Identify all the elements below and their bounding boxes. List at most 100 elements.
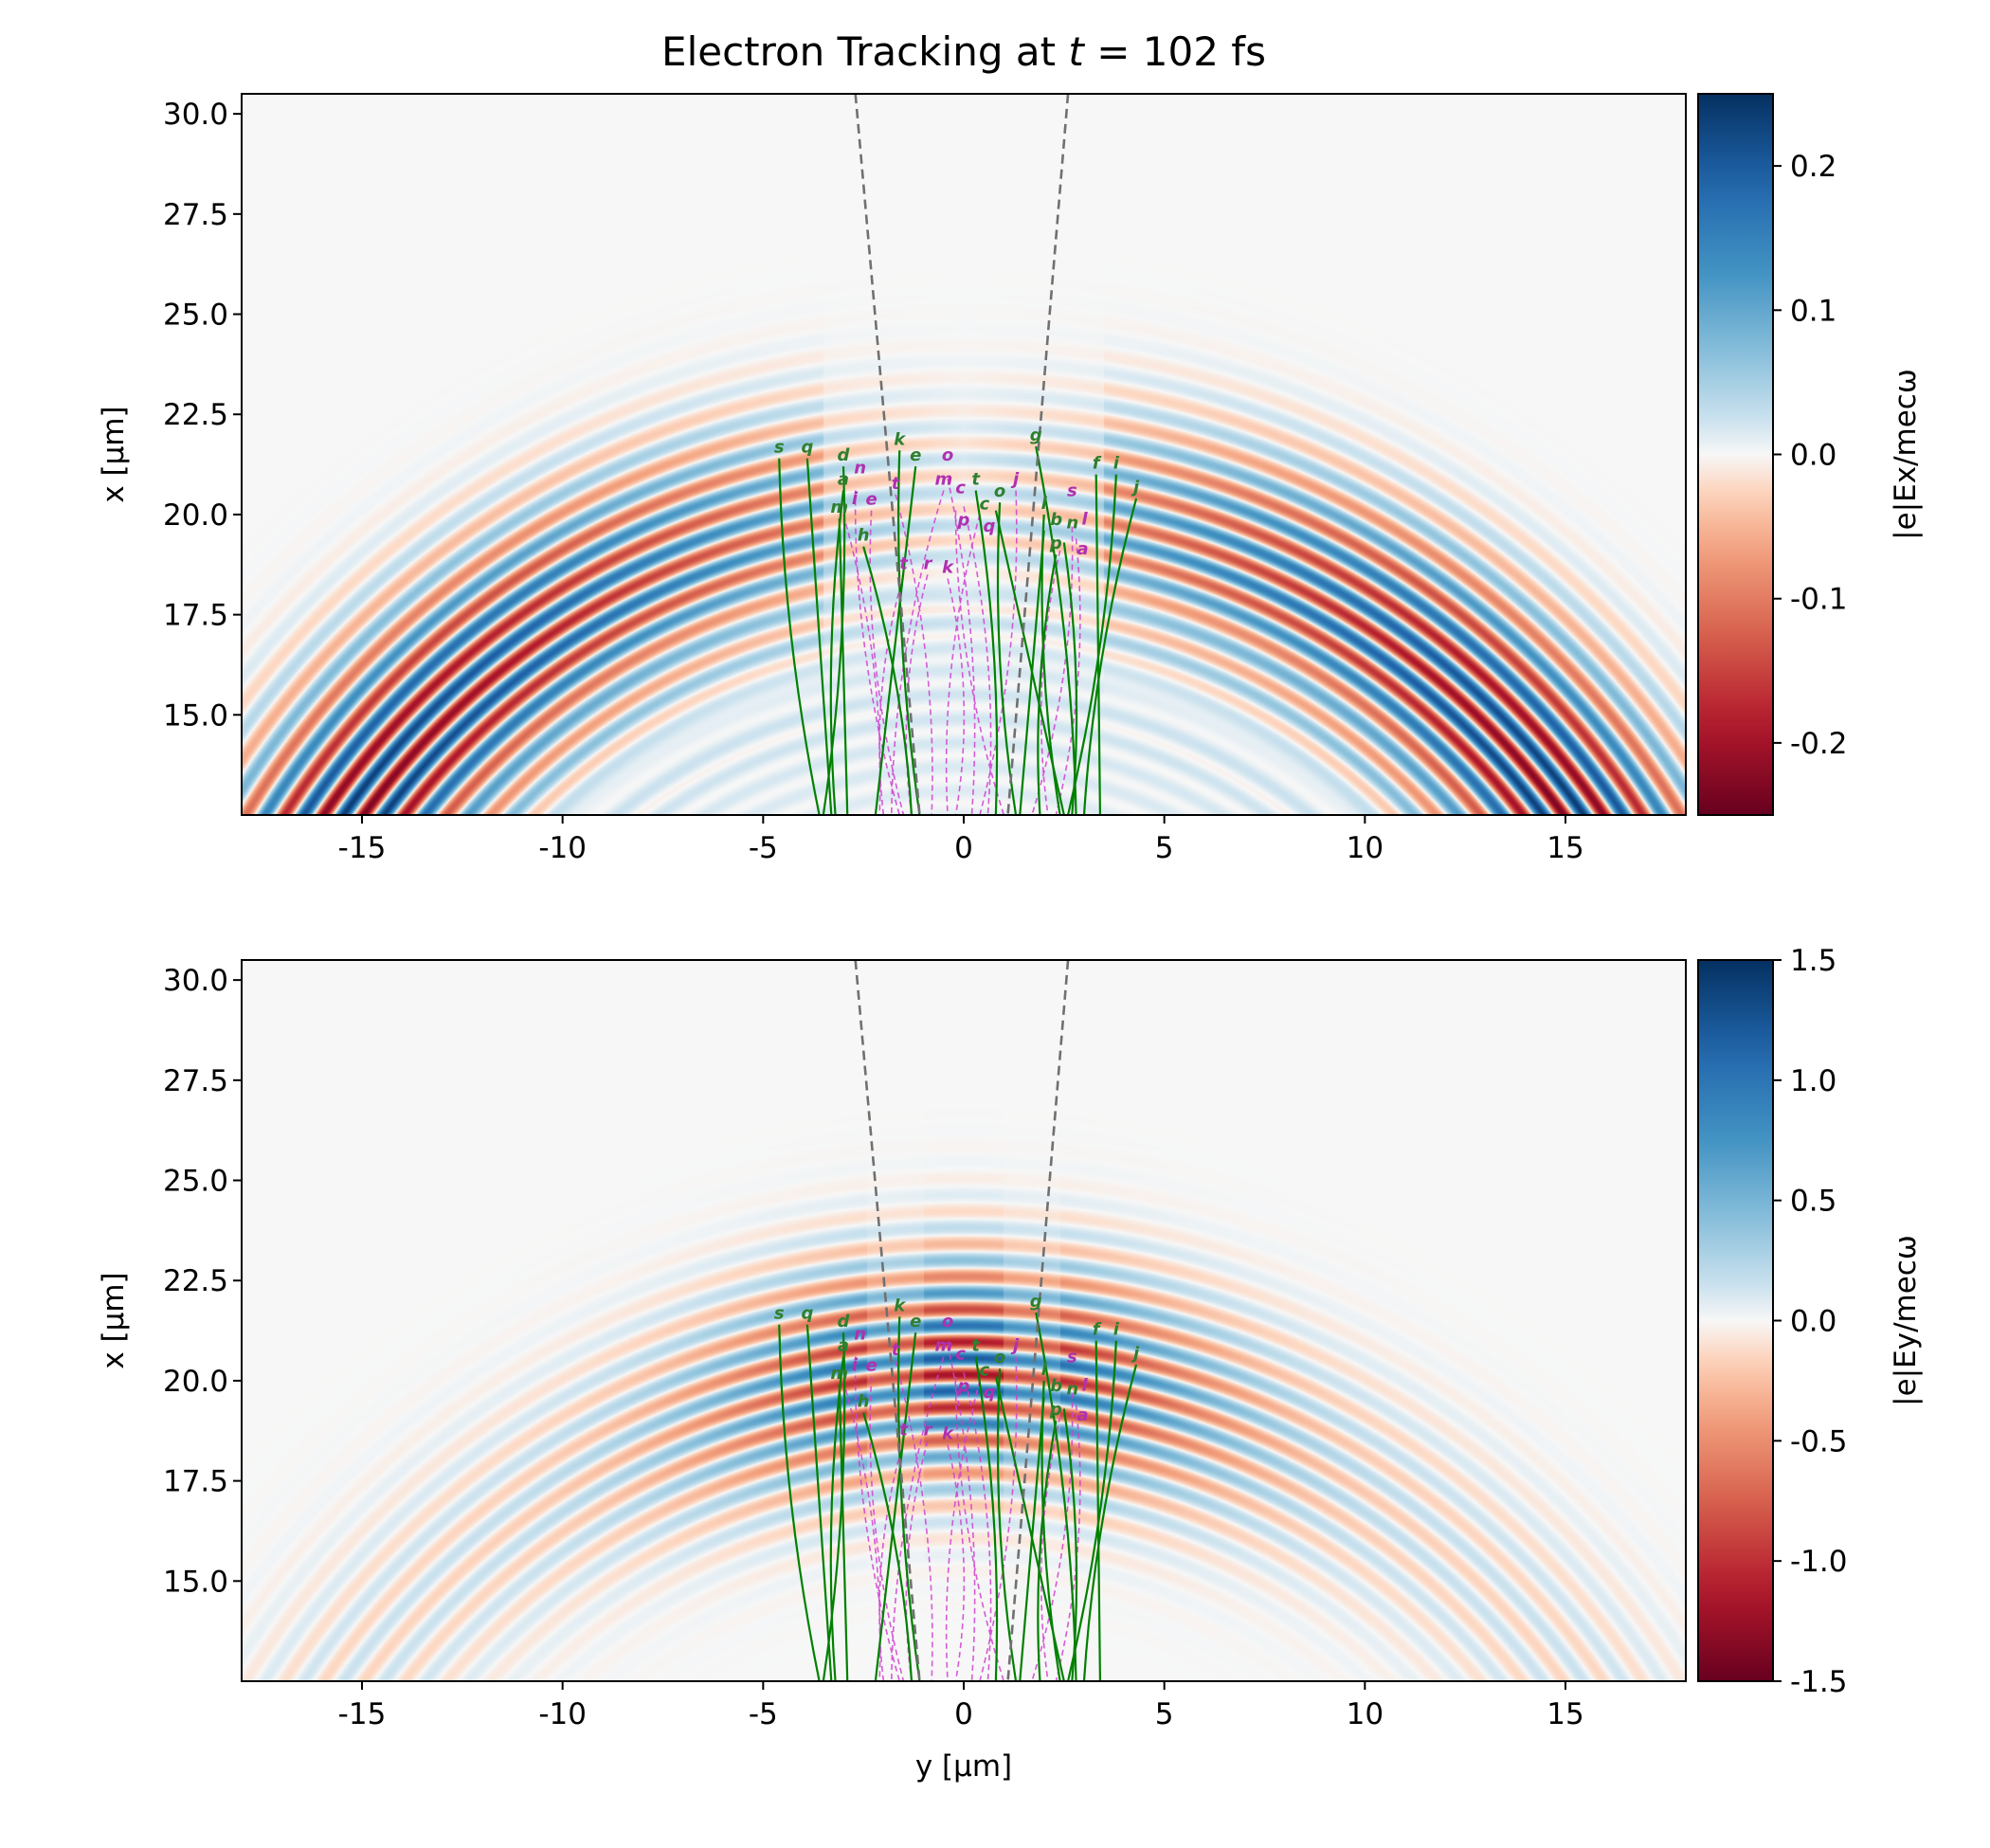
green-track-label: m — [830, 1364, 848, 1384]
green-trajectory — [862, 1412, 914, 1681]
green-trajectory — [805, 458, 833, 815]
green-trajectory — [996, 1368, 1018, 1681]
green-track-label: n — [1066, 514, 1078, 534]
y-tick-label: 30.0 — [163, 964, 228, 998]
x-tick-label: -5 — [749, 831, 778, 865]
green-track-label: s — [774, 1304, 785, 1324]
green-track-label: g — [1030, 1292, 1042, 1312]
green-track-label: e — [910, 445, 921, 465]
green-track-label: q — [801, 438, 813, 458]
colorbar-tick-label: -0.1 — [1790, 583, 1848, 617]
magenta-track-label: o — [942, 1312, 953, 1332]
green-track-label: d — [838, 445, 851, 465]
colorbar-label: |e|Ey/mecω — [1889, 1235, 1923, 1406]
green-track-label: g — [1030, 426, 1042, 445]
magenta-track-label: e — [866, 1356, 877, 1376]
green-track-label: h — [858, 1392, 870, 1412]
green-track-label: n — [1066, 1380, 1078, 1400]
magenta-track-label: j — [1010, 470, 1020, 490]
green-track-label: s — [774, 438, 785, 458]
green-track-label: p — [1049, 1400, 1062, 1420]
green-trajectory — [1019, 1396, 1045, 1681]
colorbar-tick-label: 0.0 — [1790, 439, 1836, 473]
green-track-label: p — [1049, 534, 1062, 553]
magenta-trajectory — [869, 1376, 905, 1681]
magenta-trajectory — [842, 1380, 881, 1681]
magenta-trajectory — [869, 510, 905, 815]
green-trajectory — [874, 466, 917, 815]
green-trajectory — [1037, 1420, 1058, 1681]
x-tick-label: 15 — [1547, 1697, 1583, 1731]
green-track-label: j — [1131, 1344, 1140, 1364]
green-trajectory — [1037, 553, 1058, 815]
title-variable: t — [1068, 28, 1084, 75]
magenta-track-label: a — [1077, 539, 1089, 559]
magenta-track-label: r — [923, 553, 932, 573]
magenta-trajectory — [891, 490, 945, 815]
magenta-trajectory — [947, 578, 966, 815]
green-track-label: o — [994, 1348, 1005, 1368]
y-tick-label: 15.0 — [163, 1565, 228, 1599]
magenta-track-label: l — [1081, 1375, 1088, 1395]
green-track-label: e — [910, 1312, 921, 1332]
x-tick-label: -10 — [538, 1697, 587, 1731]
magenta-track-label: t — [899, 1420, 909, 1440]
green-track-label: k — [894, 1295, 906, 1315]
y-axis-label: x [µm] — [97, 406, 131, 502]
y-tick-label: 15.0 — [163, 698, 228, 733]
green-track-label: f — [1093, 1320, 1102, 1340]
green-track-label: m — [830, 498, 848, 517]
green-trajectory — [805, 1324, 833, 1681]
green-track-label: d — [838, 1312, 851, 1332]
green-track-label: a — [838, 470, 849, 490]
colorbar-tick-label: 0.0 — [1790, 1305, 1836, 1339]
x-tick-label: -5 — [749, 1697, 778, 1731]
magenta-trajectory — [895, 494, 933, 815]
magenta-track-label: c — [955, 1345, 966, 1365]
magenta-track-label: j — [1010, 1336, 1020, 1356]
green-track-label: b — [1050, 1376, 1062, 1396]
y-tick-label: 25.0 — [163, 1165, 228, 1199]
green-track-label: c — [980, 1361, 990, 1381]
magenta-trajectory — [891, 1356, 945, 1681]
green-track-label: f — [1093, 454, 1102, 474]
green-trajectory — [1019, 530, 1045, 815]
magenta-trajectory — [1040, 1416, 1061, 1681]
magenta-trajectory — [895, 1360, 933, 1681]
y-tick-label: 17.5 — [163, 599, 228, 633]
magenta-track-label: o — [942, 445, 953, 465]
axes-frame — [241, 959, 1687, 1682]
magenta-track-label: a — [1077, 1405, 1089, 1425]
magenta-track-label: q — [983, 1383, 995, 1403]
green-trajectory — [862, 546, 914, 815]
magenta-track-label: p — [957, 1376, 970, 1396]
x-tick-label: -15 — [338, 831, 387, 865]
magenta-track-label: e — [866, 490, 877, 510]
green-trajectory — [1062, 542, 1078, 815]
green-trajectory — [1082, 498, 1138, 815]
magenta-track-label: p — [957, 510, 970, 530]
x-tick-label: -10 — [538, 831, 587, 865]
magenta-trajectory — [979, 1356, 1018, 1681]
x-tick-label: 0 — [954, 1697, 973, 1731]
y-tick-label: 22.5 — [163, 398, 228, 432]
x-tick-label: 0 — [954, 831, 973, 865]
magenta-track-label: n — [854, 459, 866, 479]
magenta-track-label: k — [942, 558, 954, 578]
green-track-label: q — [801, 1304, 813, 1324]
magenta-trajectory — [878, 574, 905, 815]
x-tick-label: 10 — [1347, 831, 1384, 865]
colorbar-tick-label: 0.1 — [1790, 294, 1836, 328]
green-trajectory — [838, 518, 849, 815]
green-trajectory — [974, 490, 999, 815]
y-axis-label: x [µm] — [97, 1272, 131, 1368]
magenta-track-label: n — [854, 1325, 866, 1345]
green-track-label: i — [1113, 454, 1120, 474]
y-tick-label: 30.0 — [163, 98, 228, 132]
magenta-trajectory — [979, 490, 1018, 815]
green-trajectory — [1062, 1408, 1078, 1681]
colorbar-tick-label: -1.0 — [1790, 1545, 1848, 1579]
